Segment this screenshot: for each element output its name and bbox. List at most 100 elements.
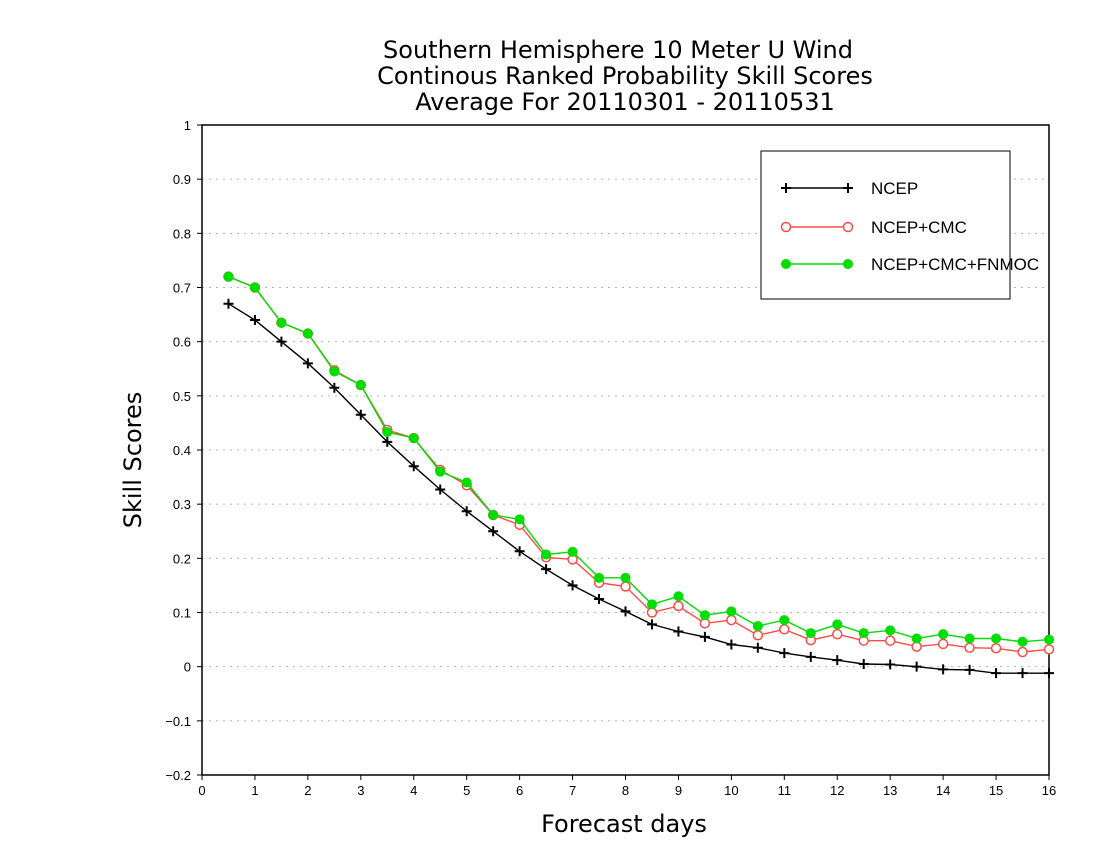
data-point xyxy=(964,633,975,644)
data-point xyxy=(329,366,340,377)
axes: −0.2−0.100.10.20.30.40.50.60.70.80.910 1 2… xyxy=(165,118,1056,798)
data-point xyxy=(567,546,578,557)
data-point xyxy=(541,564,552,575)
x-tick-label: 7 xyxy=(569,783,576,798)
data-point xyxy=(646,599,657,610)
series-ncep xyxy=(223,298,1054,679)
data-point xyxy=(832,655,843,666)
series-line xyxy=(228,276,1050,643)
data-point xyxy=(382,427,393,438)
x-tick-label: 12 xyxy=(830,783,844,798)
data-point xyxy=(355,409,366,420)
x-tick-label: 2 xyxy=(304,783,311,798)
data-point xyxy=(780,221,792,233)
data-point xyxy=(249,315,260,325)
data-point xyxy=(911,661,922,672)
data-point xyxy=(567,580,578,591)
data-point xyxy=(752,621,763,632)
y-tick-label: 0.9 xyxy=(173,172,191,187)
x-tick-label: 13 xyxy=(883,783,897,798)
data-point xyxy=(991,633,1002,644)
legend-entry: NCEP xyxy=(781,179,918,198)
x-tick-label: 6 xyxy=(516,783,523,798)
data-point xyxy=(752,630,764,641)
data-point xyxy=(938,629,949,640)
x-tick-label: 11 xyxy=(778,783,792,798)
data-point xyxy=(858,658,869,669)
x-tick-label: 3 xyxy=(357,783,364,798)
y-tick-label: 0.8 xyxy=(173,226,191,241)
y-tick-label: 0.5 xyxy=(173,389,191,404)
y-axis-label: Skill Scores xyxy=(119,392,147,529)
data-point xyxy=(223,298,234,309)
data-point xyxy=(408,433,419,444)
data-point xyxy=(302,358,313,369)
x-tick-label: 1 xyxy=(251,783,258,798)
data-point xyxy=(329,382,340,393)
data-point xyxy=(885,625,896,636)
x-tick-label: 10 xyxy=(724,783,738,798)
data-point xyxy=(1044,634,1054,645)
data-point xyxy=(699,610,710,621)
y-tick-label: −0.2 xyxy=(165,768,191,783)
chart-title: Southern Hemisphere 10 Meter U Wind Cont… xyxy=(377,36,873,116)
data-point xyxy=(832,619,843,630)
data-point xyxy=(779,624,790,635)
data-point xyxy=(488,510,499,520)
legend-entry: NCEP+CMC+FNMOC xyxy=(781,255,1039,274)
data-point xyxy=(1044,668,1054,679)
data-point xyxy=(885,659,896,670)
y-tick-label: 0.7 xyxy=(173,281,191,296)
data-point xyxy=(276,317,287,328)
data-point xyxy=(355,380,366,390)
data-point xyxy=(990,643,1002,654)
data-point xyxy=(964,664,975,675)
data-point xyxy=(408,461,419,472)
data-point xyxy=(964,642,975,653)
y-tick-label: 0.3 xyxy=(173,497,191,512)
data-point xyxy=(594,572,605,583)
data-point xyxy=(1017,646,1028,658)
data-point xyxy=(805,651,816,662)
data-point xyxy=(249,282,260,293)
legend-box xyxy=(760,150,1011,300)
data-point xyxy=(884,635,896,646)
x-axis-label: Forecast days xyxy=(541,810,707,838)
y-tick-label: 0.1 xyxy=(173,606,191,621)
data-point xyxy=(646,619,657,630)
data-point xyxy=(805,628,816,639)
data-point xyxy=(435,484,446,495)
y-tick-label: 0.6 xyxy=(173,335,191,350)
legend: NCEP NCEP+CMC NCEP+CMC+FNMOC xyxy=(760,150,1039,300)
data-point xyxy=(726,639,737,650)
data-point xyxy=(488,526,499,537)
x-tick-label: 14 xyxy=(936,783,950,798)
data-point xyxy=(276,336,287,347)
series-layer xyxy=(223,271,1055,679)
data-point xyxy=(620,606,631,617)
data-point xyxy=(620,581,631,592)
y-tick-label: 0.2 xyxy=(173,551,191,566)
data-point xyxy=(514,546,525,557)
data-point xyxy=(752,642,763,653)
data-point xyxy=(673,600,684,612)
data-point xyxy=(302,328,313,339)
x-tick-label: 15 xyxy=(989,783,1003,798)
data-point xyxy=(726,614,737,626)
title-line-3: Average For 20110301 - 20110531 xyxy=(415,88,835,116)
title-line-2: Continous Ranked Probability Skill Score… xyxy=(377,62,873,90)
y-tick-label: 1 xyxy=(184,118,191,133)
data-point xyxy=(382,436,393,447)
series-ncep-cmc xyxy=(223,271,1055,658)
data-point xyxy=(781,183,791,193)
data-point xyxy=(461,477,472,488)
data-point xyxy=(1043,644,1055,655)
data-point xyxy=(843,183,853,193)
legend-entry: NCEP+CMC xyxy=(780,218,967,237)
x-tick-label: 16 xyxy=(1042,783,1056,798)
data-point xyxy=(223,271,234,282)
y-tick-label: 0.4 xyxy=(173,443,191,458)
data-point xyxy=(779,648,790,659)
data-point xyxy=(779,615,790,626)
data-point xyxy=(699,631,710,642)
